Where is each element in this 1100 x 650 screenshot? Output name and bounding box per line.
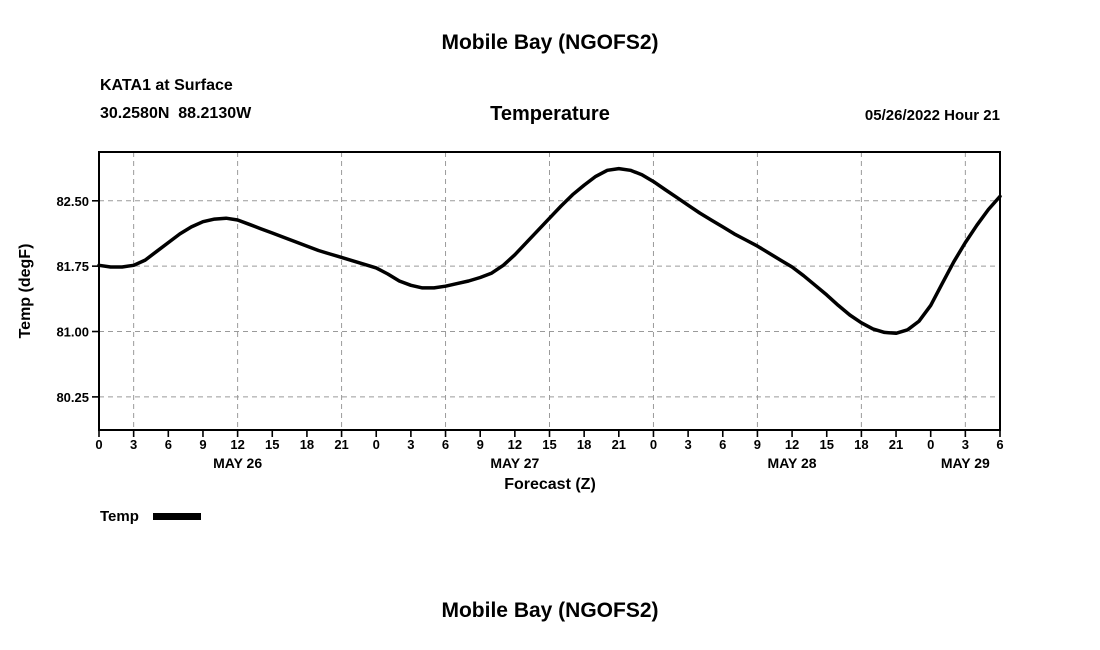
- x-tick-label: 12: [508, 437, 522, 452]
- x-tick-label: 9: [199, 437, 206, 452]
- plot-frame: [98, 151, 1001, 431]
- temp-line: [97, 166, 1002, 336]
- x-tick-label: 21: [334, 437, 348, 452]
- y-tick-label: 81.75: [56, 259, 89, 274]
- x-tick-label: 9: [477, 437, 484, 452]
- next-chart-title: Mobile Bay (NGOFS2): [441, 599, 659, 622]
- x-tick-label: 15: [265, 437, 279, 452]
- x-tick-label: 15: [542, 437, 556, 452]
- y-tick-label: 81.00: [56, 325, 89, 340]
- day-label: MAY 29: [941, 455, 990, 471]
- chart-title: Mobile Bay (NGOFS2): [441, 31, 659, 54]
- variable-title: Temperature: [490, 103, 610, 125]
- y-tick-label: 80.25: [56, 390, 89, 405]
- x-tick-label: 0: [650, 437, 657, 452]
- day-label: MAY 28: [768, 455, 817, 471]
- x-tick-label: 3: [407, 437, 414, 452]
- x-tick-label: 3: [130, 437, 137, 452]
- station-coordinates: 30.2580N 88.2130W: [100, 105, 252, 122]
- legend-label: Temp: [100, 508, 139, 525]
- x-tick-label: 15: [819, 437, 833, 452]
- x-tick-label: 18: [854, 437, 868, 452]
- temp-line-swatch: [152, 513, 201, 520]
- x-tick-label: 3: [962, 437, 969, 452]
- x-tick-label: 0: [373, 437, 380, 452]
- station-name: KATA1 at Surface: [100, 77, 233, 94]
- x-tick-label: 21: [612, 437, 626, 452]
- x-tick-label: 3: [684, 437, 691, 452]
- x-tick-label: 6: [165, 437, 172, 452]
- x-tick-label: 0: [927, 437, 934, 452]
- x-tick-label: 21: [889, 437, 903, 452]
- x-tick-label: 12: [230, 437, 244, 452]
- x-tick-label: 6: [996, 437, 1003, 452]
- x-tick-label: 0: [95, 437, 102, 452]
- x-tick-label: 18: [577, 437, 591, 452]
- legend: Temp: [100, 508, 201, 525]
- x-tick-label: 9: [754, 437, 761, 452]
- x-tick-label: 12: [785, 437, 799, 452]
- x-tick-label: 6: [719, 437, 726, 452]
- y-tick-label: 82.50: [56, 194, 89, 209]
- y-axis-label: Temp (degF): [17, 243, 34, 339]
- x-axis-label: Forecast (Z): [504, 476, 596, 493]
- x-tick-label: 18: [300, 437, 314, 452]
- x-tick-label: 6: [442, 437, 449, 452]
- forecast-datetime: 05/26/2022 Hour 21: [864, 107, 1000, 124]
- day-label: MAY 27: [490, 455, 539, 471]
- day-label: MAY 26: [213, 455, 262, 471]
